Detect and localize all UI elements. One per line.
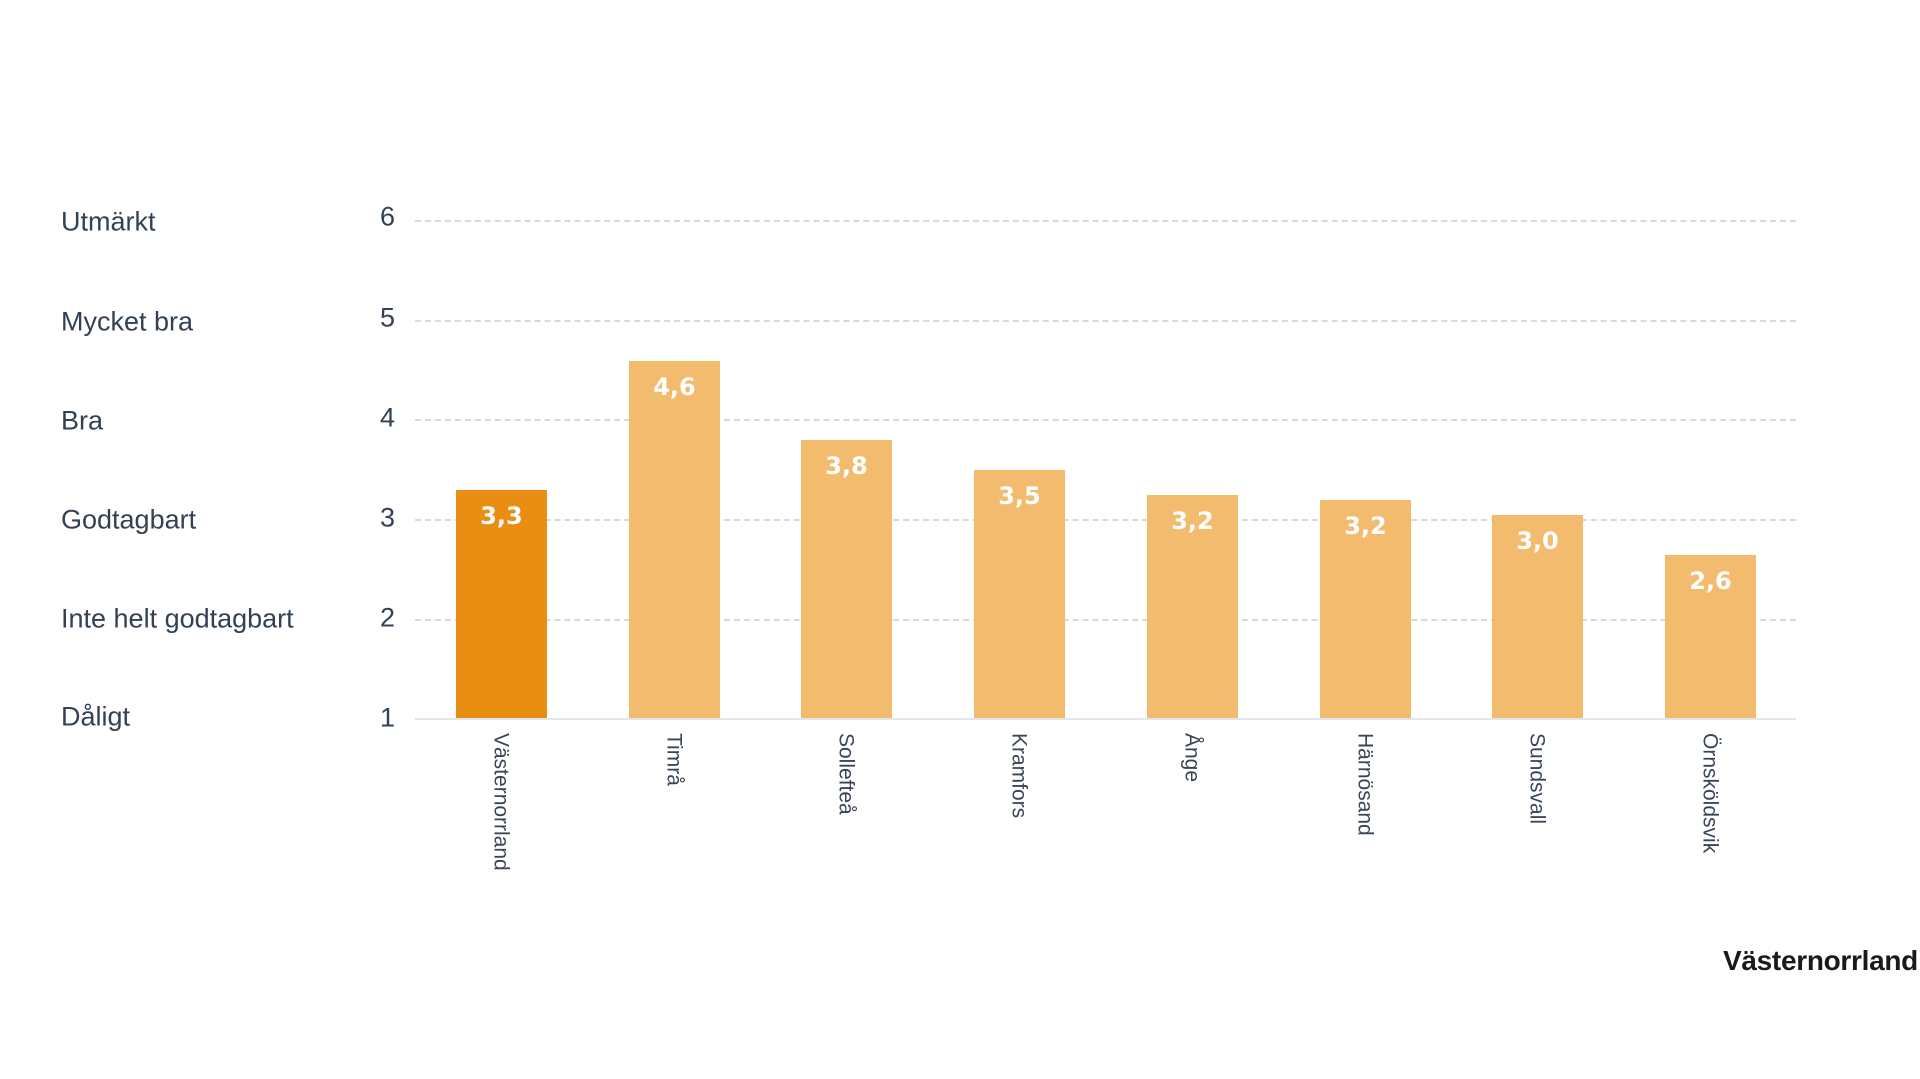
region-footer-label: Västernorrland xyxy=(1723,945,1918,976)
x-axis-category-label: Sundsvall xyxy=(1525,733,1549,825)
gridline-6 xyxy=(415,220,1796,222)
bar: 3,2 xyxy=(1147,495,1238,719)
bar: 3,3 xyxy=(456,490,547,719)
bar-value-label: 3,2 xyxy=(1171,507,1214,535)
bar-value-label: 3,2 xyxy=(1344,512,1387,540)
gridline-5 xyxy=(415,320,1796,322)
bar-value-label: 3,5 xyxy=(998,482,1041,510)
y-tick-4: 4 xyxy=(379,402,395,433)
gridline-2 xyxy=(415,619,1796,621)
x-axis-category-label: Sollefteå xyxy=(834,733,858,815)
scale-label-godtagbart: Godtagbart xyxy=(61,504,197,535)
bar: 3,0 xyxy=(1492,515,1583,719)
scale-label-inte-helt-godtagbart: Inte helt godtagbart xyxy=(61,603,294,634)
gridline-4 xyxy=(415,419,1796,421)
y-tick-3: 3 xyxy=(379,502,395,533)
x-axis-category-label: Härnösand xyxy=(1353,733,1377,836)
bar: 4,6 xyxy=(629,361,720,719)
y-tick-5: 5 xyxy=(379,302,395,333)
gridline-3 xyxy=(415,519,1796,521)
y-tick-2: 2 xyxy=(379,602,395,633)
scale-label-mycket-bra: Mycket bra xyxy=(61,306,194,337)
bar: 3,2 xyxy=(1320,500,1411,719)
x-axis-baseline xyxy=(415,718,1796,720)
bar-value-label: 2,6 xyxy=(1689,567,1732,595)
scale-label-daligt: Dåligt xyxy=(61,701,131,732)
bar: 3,5 xyxy=(974,470,1065,719)
scale-label-utmarkt: Utmärkt xyxy=(61,206,156,237)
bar-value-label: 4,6 xyxy=(653,373,696,401)
x-axis-category-label: Ånge xyxy=(1180,733,1204,783)
bar-value-label: 3,8 xyxy=(825,452,868,480)
bar: 3,8 xyxy=(801,440,892,719)
y-tick-1: 1 xyxy=(379,702,395,733)
bar: 2,6 xyxy=(1665,555,1756,719)
x-axis-category-label: Kramfors xyxy=(1007,733,1031,819)
x-axis-category-label: Timrå xyxy=(662,733,686,786)
x-axis-category-label: Västernorrland xyxy=(489,733,513,871)
bar-value-label: 3,0 xyxy=(1516,527,1559,555)
scale-label-bra: Bra xyxy=(61,405,104,436)
y-tick-6: 6 xyxy=(379,201,395,232)
x-axis-category-label: Örnsköldsvik xyxy=(1698,733,1722,854)
bar-value-label: 3,3 xyxy=(480,502,523,530)
